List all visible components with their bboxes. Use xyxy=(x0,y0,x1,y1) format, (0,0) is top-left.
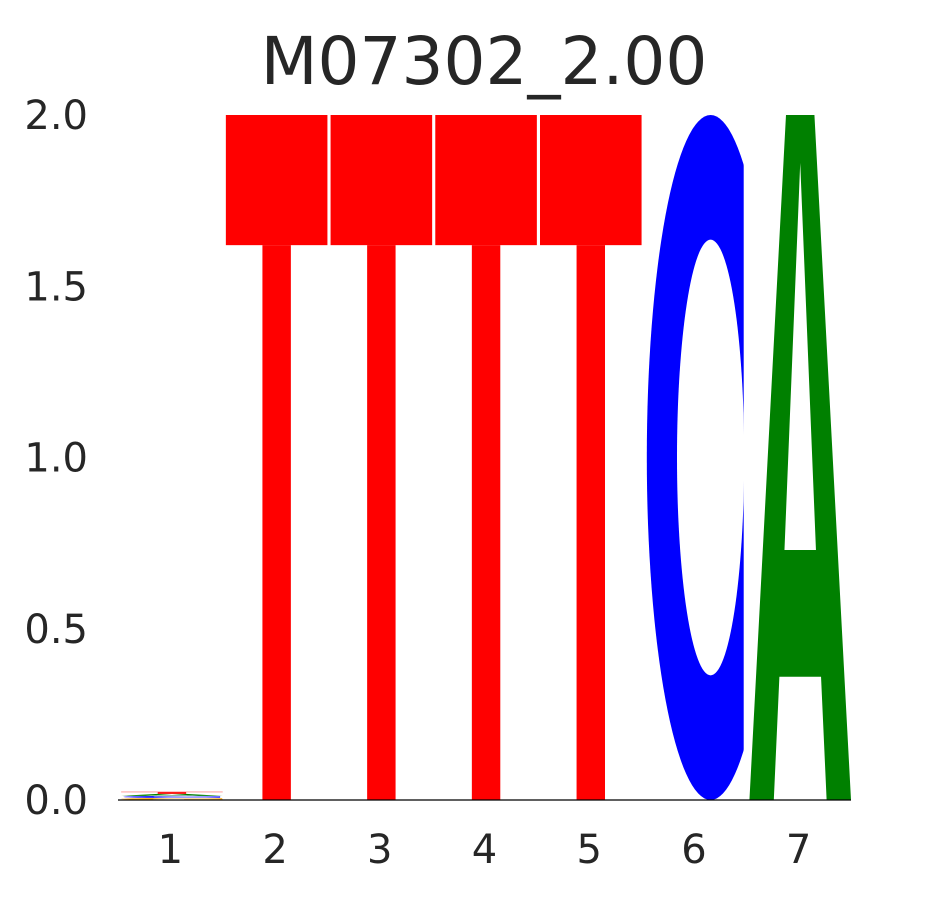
logo-letter-a xyxy=(121,793,223,796)
x-tick-label: 2 xyxy=(262,827,287,873)
logo-letter-t xyxy=(435,115,537,800)
logo-letter-t xyxy=(539,115,642,800)
logo-letter-a xyxy=(749,115,851,800)
x-tick-label: 4 xyxy=(472,827,497,873)
x-tick-label: 6 xyxy=(681,827,706,873)
y-tick-label: 1.0 xyxy=(24,436,88,482)
logo-letter-t xyxy=(121,791,223,794)
logo-letters xyxy=(121,115,851,800)
y-tick-label: 0.0 xyxy=(24,778,88,824)
y-tick-label: 1.5 xyxy=(24,264,88,310)
logo-letter-c xyxy=(123,795,251,798)
logo-letter-t xyxy=(225,115,328,800)
y-tick-label: 2.0 xyxy=(24,93,88,139)
logo-letter-t xyxy=(330,115,433,800)
logo-letter-c xyxy=(646,115,775,800)
chart-title: M07302_2.00 xyxy=(261,23,708,100)
x-tick-label: 3 xyxy=(367,827,392,873)
x-tick-label: 5 xyxy=(576,827,601,873)
x-tick-label: 1 xyxy=(158,827,183,873)
x-tick-label: 7 xyxy=(786,827,811,873)
y-axis-ticks: 0.0 0.5 1.0 1.5 2.0 xyxy=(24,93,88,824)
y-tick-label: 0.5 xyxy=(24,607,88,653)
x-axis-ticks: 1 2 3 4 5 6 7 xyxy=(158,827,812,873)
